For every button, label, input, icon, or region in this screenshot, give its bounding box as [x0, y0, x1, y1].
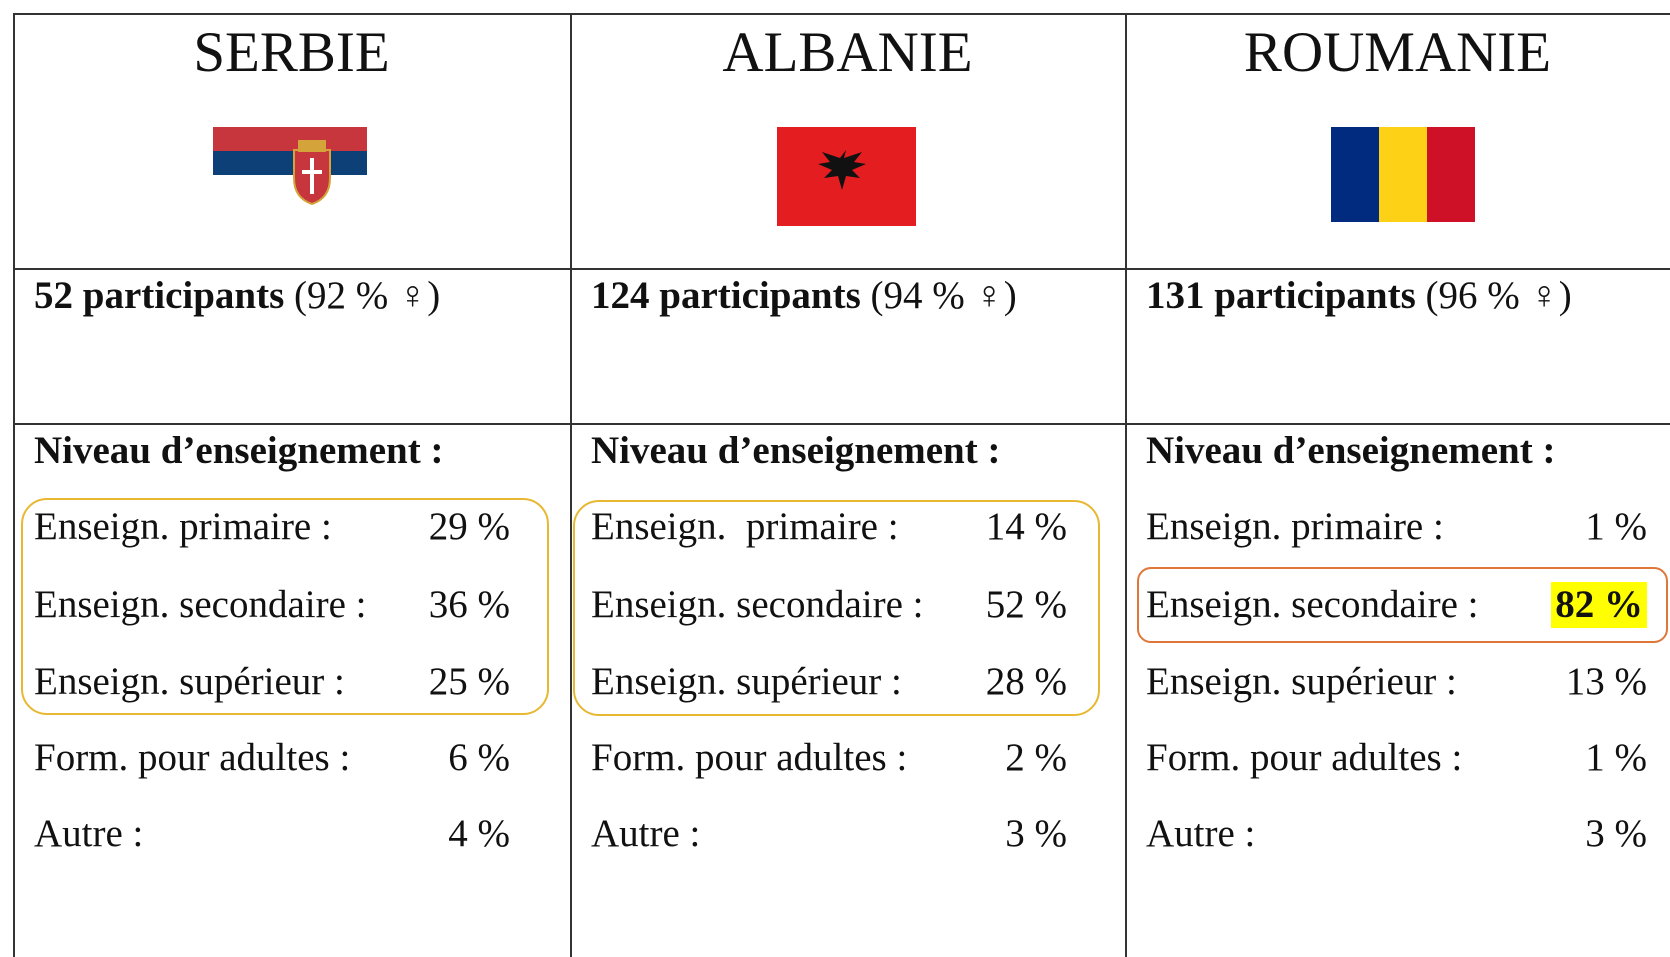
female-share: (94 % ♀)	[870, 274, 1017, 317]
level-value: 13 %	[1565, 660, 1647, 703]
level-label: Enseign. primaire :	[1146, 505, 1444, 548]
highlight-box	[573, 500, 1100, 716]
level-label: Form. pour adultes :	[34, 736, 351, 779]
level-value: 25 %	[428, 660, 510, 703]
participants: 52 participants (92 % ♀)	[34, 273, 440, 319]
level-label: Enseign. secondaire :	[591, 583, 924, 626]
rule	[1125, 13, 1127, 957]
level-label: Form. pour adultes :	[591, 736, 908, 779]
flags	[213, 127, 1475, 226]
participant-count: 52 participants	[34, 274, 285, 317]
participant-count: 124 participants	[591, 274, 861, 317]
rule	[13, 268, 1670, 270]
female-share: (92 % ♀)	[294, 274, 441, 317]
level-value: 2 %	[1005, 736, 1067, 779]
level-value: 1 %	[1585, 505, 1647, 548]
level-value: 3 %	[1005, 812, 1067, 855]
level-label: Enseign. supérieur :	[1146, 660, 1457, 703]
country-title: SERBIE	[193, 21, 390, 84]
level-label: Autre :	[591, 812, 701, 855]
level-value: 3 %	[1585, 812, 1647, 855]
country-title: ALBANIE	[722, 21, 973, 84]
section-heading: Niveau d’enseignement :	[591, 429, 1001, 472]
participant-count: 131 participants	[1146, 274, 1416, 317]
level-label: Enseign. secondaire :	[34, 583, 367, 626]
level-label: Enseign. supérieur :	[591, 660, 902, 703]
section-heading: Niveau d’enseignement :	[34, 429, 444, 472]
highlight-box	[21, 498, 549, 715]
level-value: 29 %	[428, 505, 510, 548]
rule	[13, 423, 1670, 425]
participants: 124 participants (94 % ♀)	[591, 273, 1017, 319]
level-value: 28 %	[985, 660, 1067, 703]
level-label: Form. pour adultes :	[1146, 736, 1463, 779]
rule	[13, 13, 15, 957]
rule	[13, 13, 1670, 15]
highlight-box	[1137, 567, 1668, 643]
rule	[570, 13, 572, 957]
level-value: 36 %	[428, 583, 510, 626]
level-value: 14 %	[985, 505, 1067, 548]
flag-serbia	[213, 127, 367, 206]
female-share: (96 % ♀)	[1425, 274, 1572, 317]
level-value: 4 %	[448, 812, 510, 855]
level-label: Enseign. primaire :	[34, 505, 332, 548]
section-heading: Niveau d’enseignement :	[1146, 429, 1556, 472]
level-label: Autre :	[1146, 812, 1256, 855]
level-value: 82 %	[1551, 582, 1647, 628]
level-value: 52 %	[985, 583, 1067, 626]
level-value: 1 %	[1585, 736, 1647, 779]
level-label: Enseign. secondaire :	[1146, 583, 1479, 626]
country-title: ROUMANIE	[1243, 21, 1552, 84]
level-label: Enseign. supérieur :	[34, 660, 345, 703]
level-label: Autre :	[34, 812, 144, 855]
participants: 131 participants (96 % ♀)	[1146, 273, 1572, 319]
flag-albania	[777, 127, 916, 226]
flag-romania	[1331, 127, 1475, 222]
level-value: 6 %	[448, 736, 510, 779]
level-label: Enseign. primaire :	[591, 505, 899, 548]
